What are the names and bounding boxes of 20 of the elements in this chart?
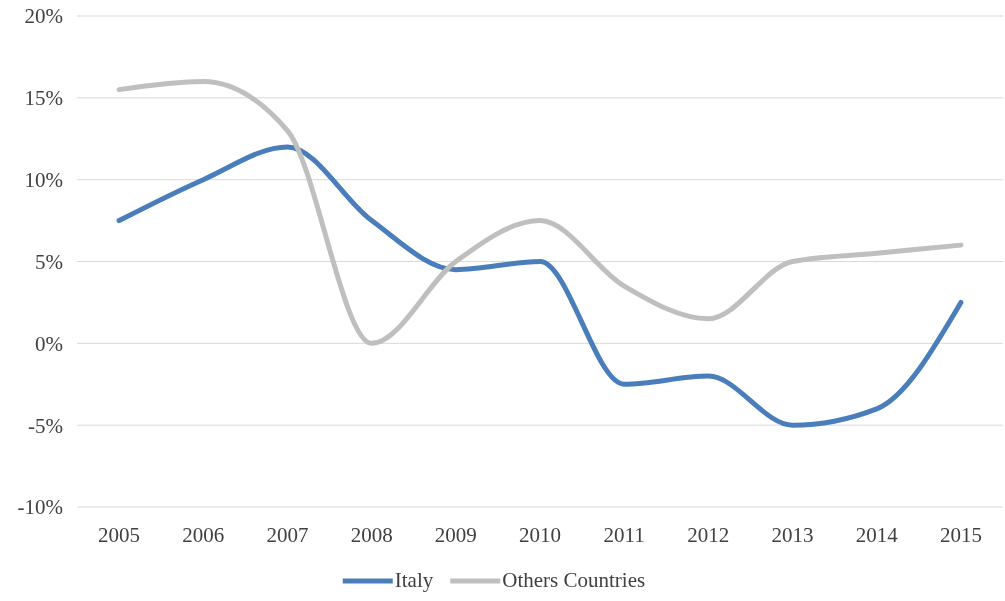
x-tick-label: 2012 [687,523,730,547]
x-tick-label: 2011 [603,523,645,547]
y-tick-label: 5% [35,249,63,274]
x-tick-label: 2014 [855,523,899,547]
y-tick-label: 15% [24,86,63,111]
x-tick-label: 2013 [771,523,814,547]
x-tick-label: 2007 [266,523,309,547]
y-tick-label: 20% [24,4,63,29]
y-tick-label: 10% [24,168,63,193]
y-tick-label: -10% [17,495,63,520]
x-tick-label: 2008 [350,523,393,547]
x-tick-label: 2015 [939,523,982,547]
legend-label: Italy [394,568,434,592]
x-tick-label: 2010 [519,523,561,547]
y-tick-label: -5% [28,413,63,438]
x-tick-label: 2009 [434,523,477,547]
legend-label: Others Countries [502,568,646,592]
x-tick-label: 2005 [98,523,141,547]
x-tick-label: 2006 [182,523,225,547]
y-tick-label: 0% [35,331,63,356]
